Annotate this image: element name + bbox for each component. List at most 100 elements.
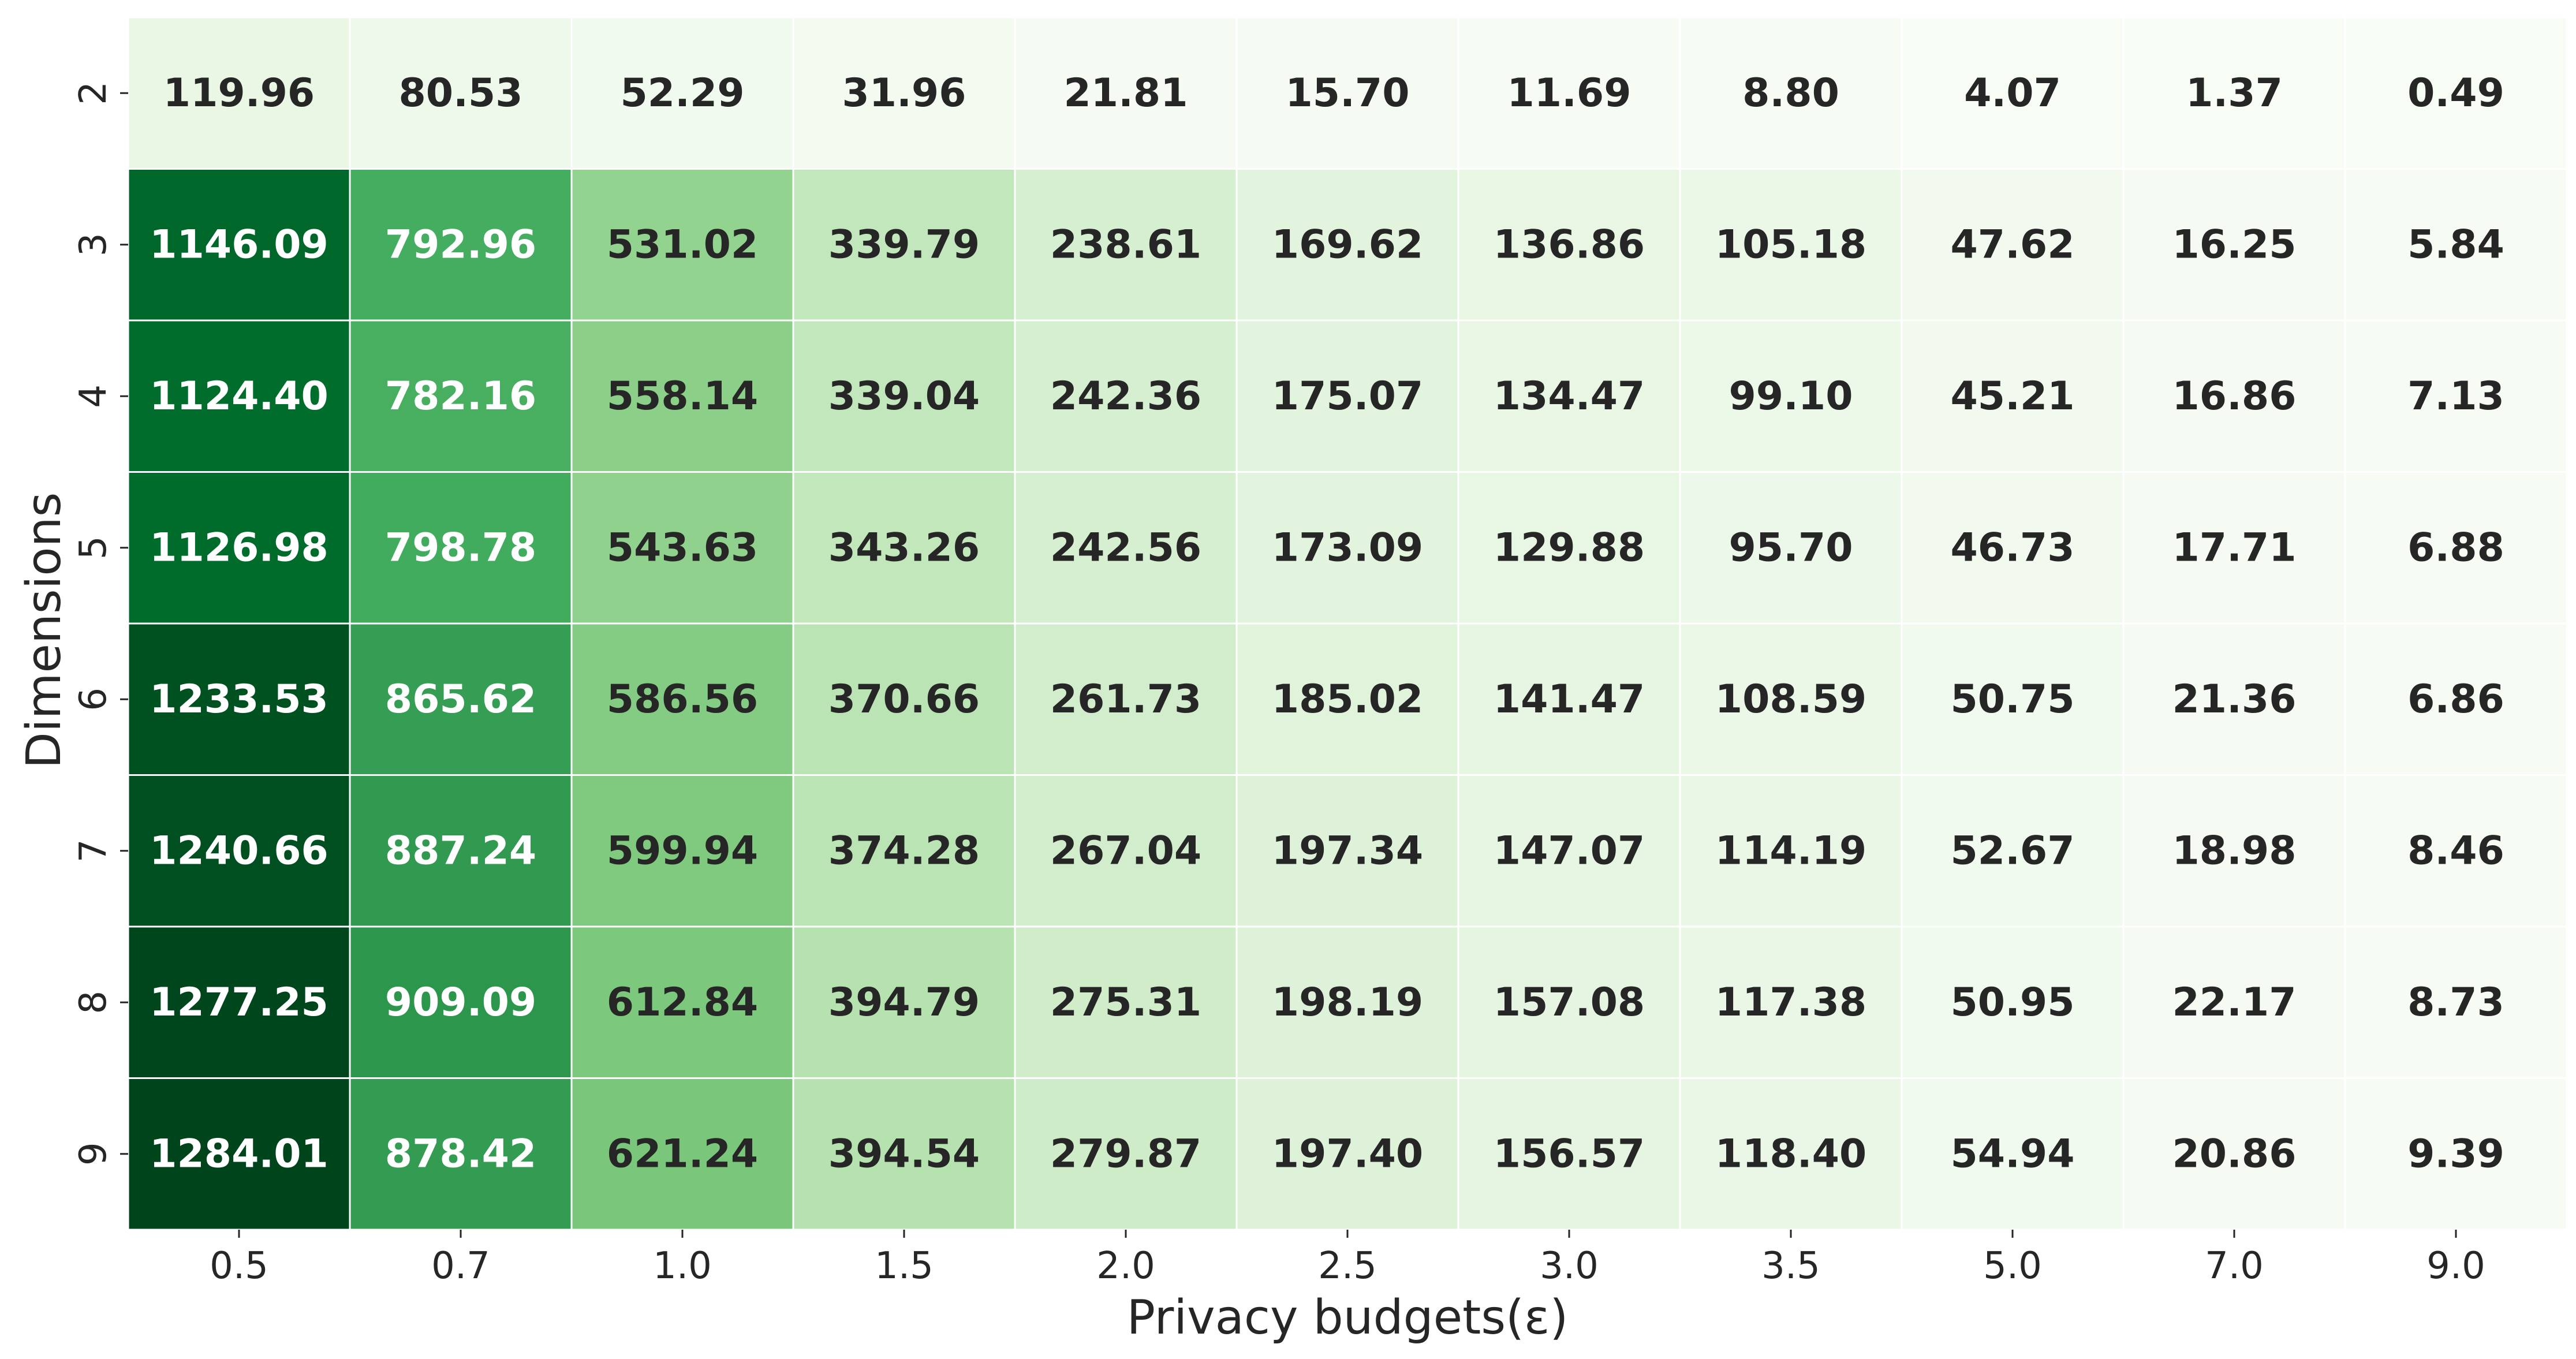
heatmap-cell-label: 1284.01 [150,1131,328,1177]
heatmap-cell [570,471,794,625]
heatmap-cell [1014,168,1238,322]
heatmap-cell-label: 238.61 [1050,222,1201,267]
heatmap-cell [1014,319,1238,473]
heatmap-cell-label: 798.78 [385,525,536,570]
heatmap-cell [1457,319,1681,473]
heatmap-cell-label: 197.34 [1272,828,1423,873]
heatmap-cell [792,1077,1016,1231]
heatmap-cell [127,16,351,170]
heatmap-cell-label: 1277.25 [150,980,328,1025]
heatmap-cell-label: 198.19 [1272,980,1423,1025]
heatmap-cell-label: 275.31 [1050,980,1201,1025]
heatmap-cell-label: 45.21 [1950,374,2074,419]
heatmap-cell-label: 108.59 [1715,677,1866,722]
heatmap-cell [127,925,351,1079]
heatmap-cell [1014,471,1238,625]
heatmap-cell-label: 586.56 [607,677,758,722]
heatmap-cell [349,925,573,1079]
heatmap-cell-label: 15.70 [1285,70,1409,116]
heatmap-cell-label: 261.73 [1050,677,1201,722]
heatmap-cell-label: 1240.66 [150,828,328,873]
heatmap-cell-label: 5.84 [2407,222,2504,267]
heatmap-cell-label: 173.09 [1272,525,1423,570]
heatmap-cell-label: 175.07 [1272,374,1423,419]
heatmap-cell-label: 621.24 [607,1131,758,1177]
heatmap-cell-label: 17.71 [2172,525,2296,570]
heatmap-cell [1901,319,2125,473]
heatmap-cell [570,168,794,322]
heatmap-cell [2344,925,2568,1079]
heatmap-cell-label: 612.84 [607,980,758,1025]
heatmap-cell-label: 909.09 [385,980,536,1025]
heatmap-cell-label: 8.73 [2407,980,2504,1025]
heatmap-cell [1679,16,1903,170]
heatmap-cell-label: 1146.09 [150,222,328,267]
y-tick-label: 8 [72,991,115,1014]
heatmap-cell-label: 865.62 [385,677,536,722]
heatmap-cell [1457,168,1681,322]
heatmap-cell [1457,471,1681,625]
heatmap-cell-label: 31.96 [842,70,966,116]
heatmap-cell [570,16,794,170]
heatmap-cells: 119.96 80.53 52.29 31.96 21.81 15.70 11.69 8.80… [127,16,2568,1231]
heatmap-cell-label: 279.87 [1050,1131,1201,1177]
heatmap-cell-label: 7.13 [2407,374,2504,419]
heatmap-cell [127,1077,351,1231]
heatmap-cell [570,925,794,1079]
heatmap-cell-label: 16.25 [2172,222,2296,267]
y-tick-label: 2 [72,81,115,105]
heatmap-cell [2344,471,2568,625]
heatmap-cell [1235,471,1459,625]
y-axis-label: Dimensions [17,492,72,769]
heatmap-cell-label: 887.24 [385,828,536,873]
heatmap-cell-label: 156.57 [1494,1131,1645,1177]
heatmap-cell-label: 599.94 [607,828,758,873]
x-tick-label: 0.5 [210,1245,268,1287]
heatmap-cell-label: 878.42 [385,1131,536,1177]
x-tick-label: 3.0 [1540,1245,1599,1287]
heatmap-cell-label: 47.62 [1950,222,2074,267]
heatmap-cell-label: 267.04 [1050,828,1201,873]
heatmap-cell [1457,622,1681,776]
heatmap-cell [1014,1077,1238,1231]
y-tick-label: 4 [72,384,115,408]
heatmap-cell [792,471,1016,625]
heatmap-cell-label: 9.39 [2407,1131,2504,1177]
x-tick-label: 9.0 [2426,1245,2485,1287]
heatmap-cell [1457,774,1681,928]
heatmap-cell [2344,622,2568,776]
heatmap-cell-label: 46.73 [1950,525,2074,570]
heatmap-cell [1235,925,1459,1079]
heatmap-cell-label: 136.86 [1494,222,1645,267]
heatmap-cell [349,1077,573,1231]
heatmap-cell-label: 782.16 [385,374,536,419]
heatmap-cell-label: 95.70 [1728,525,1853,570]
heatmap-cell-label: 16.86 [2172,374,2296,419]
heatmap-cell [1679,168,1903,322]
heatmap-cell-label: 543.63 [607,525,758,570]
heatmap-cell [792,622,1016,776]
x-tick-label: 5.0 [1983,1245,2042,1287]
heatmap-cell-label: 119.96 [163,70,315,116]
heatmap-cell [570,319,794,473]
heatmap-cell-label: 8.80 [1742,70,1839,116]
heatmap-cell-label: 114.19 [1715,828,1866,873]
heatmap-cell-label: 80.53 [398,70,522,116]
heatmap-cell-label: 50.95 [1950,980,2074,1025]
heatmap-cell [1014,16,1238,170]
x-axis-ticks: 0.5 0.7 1.0 1.5 2.0 2.5 3.0 3.5 5.0 7.0 9.0 [210,1230,2485,1287]
heatmap-cell-label: 52.67 [1950,828,2074,873]
heatmap-cell [349,168,573,322]
heatmap-cell-label: 157.08 [1494,980,1645,1025]
heatmap-cell [2122,471,2346,625]
heatmap-cell-label: 169.62 [1272,222,1423,267]
heatmap-cell-label: 394.79 [828,980,980,1025]
heatmap-cell-label: 339.04 [828,374,980,419]
heatmap-cell [127,774,351,928]
heatmap-cell-label: 6.88 [2407,525,2504,570]
x-tick-label: 3.5 [1761,1245,1820,1287]
heatmap-cell-label: 394.54 [828,1131,980,1177]
heatmap-cell-label: 1233.53 [150,677,328,722]
heatmap-cell [1235,168,1459,322]
